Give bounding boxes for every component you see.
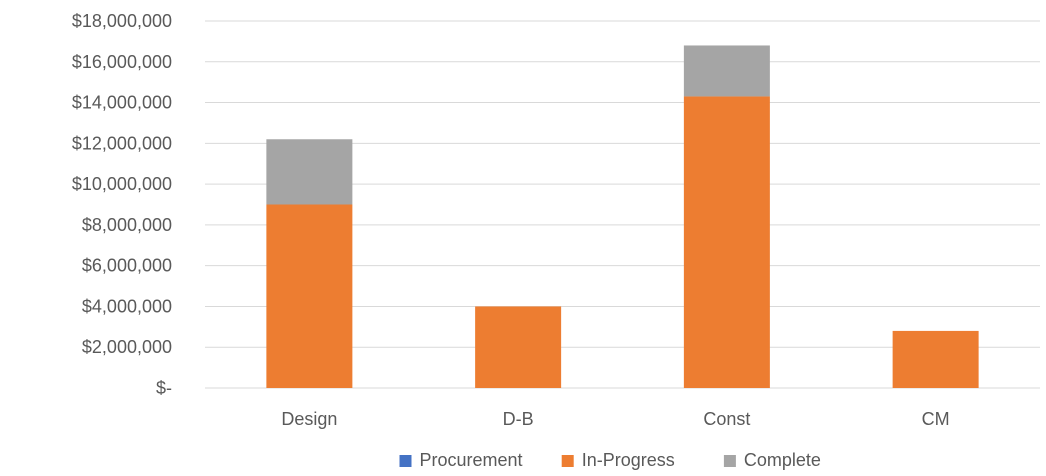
x-axis-ticks: Design D-B Const CM (281, 409, 949, 429)
bar-in-progress-design (266, 204, 353, 388)
bars (266, 45, 979, 388)
bar-in-progress-const (683, 96, 770, 388)
bar-in-progress-cm (892, 330, 979, 388)
bar-complete-design (266, 139, 353, 205)
x-tick-label: Design (281, 409, 337, 429)
y-tick-label: $2,000,000 (82, 337, 172, 357)
bar-complete-const (683, 45, 770, 97)
x-tick-label: D-B (503, 409, 534, 429)
y-tick-label: $14,000,000 (72, 93, 172, 113)
legend-label: In-Progress (582, 450, 675, 470)
legend-swatch (399, 455, 412, 467)
y-tick-label: $6,000,000 (82, 256, 172, 276)
bar-in-progress-d-b (475, 306, 562, 388)
y-tick-label: $4,000,000 (82, 296, 172, 316)
legend-swatch (561, 455, 574, 467)
legend-label: Procurement (420, 450, 523, 470)
legend: Procurement In-Progress Complete (399, 450, 821, 470)
y-tick-label: $18,000,000 (72, 11, 172, 31)
x-tick-label: Const (703, 409, 750, 429)
y-tick-label: $10,000,000 (72, 174, 172, 194)
legend-swatch (723, 455, 736, 467)
y-tick-label: $8,000,000 (82, 215, 172, 235)
y-tick-label: $- (156, 378, 172, 398)
y-axis-ticks: $- $2,000,000 $4,000,000 $6,000,000 $8,000,0… (72, 11, 172, 398)
y-tick-label: $16,000,000 (72, 52, 172, 72)
legend-label: Complete (744, 450, 821, 470)
y-tick-label: $12,000,000 (72, 133, 172, 153)
x-tick-label: CM (922, 409, 950, 429)
